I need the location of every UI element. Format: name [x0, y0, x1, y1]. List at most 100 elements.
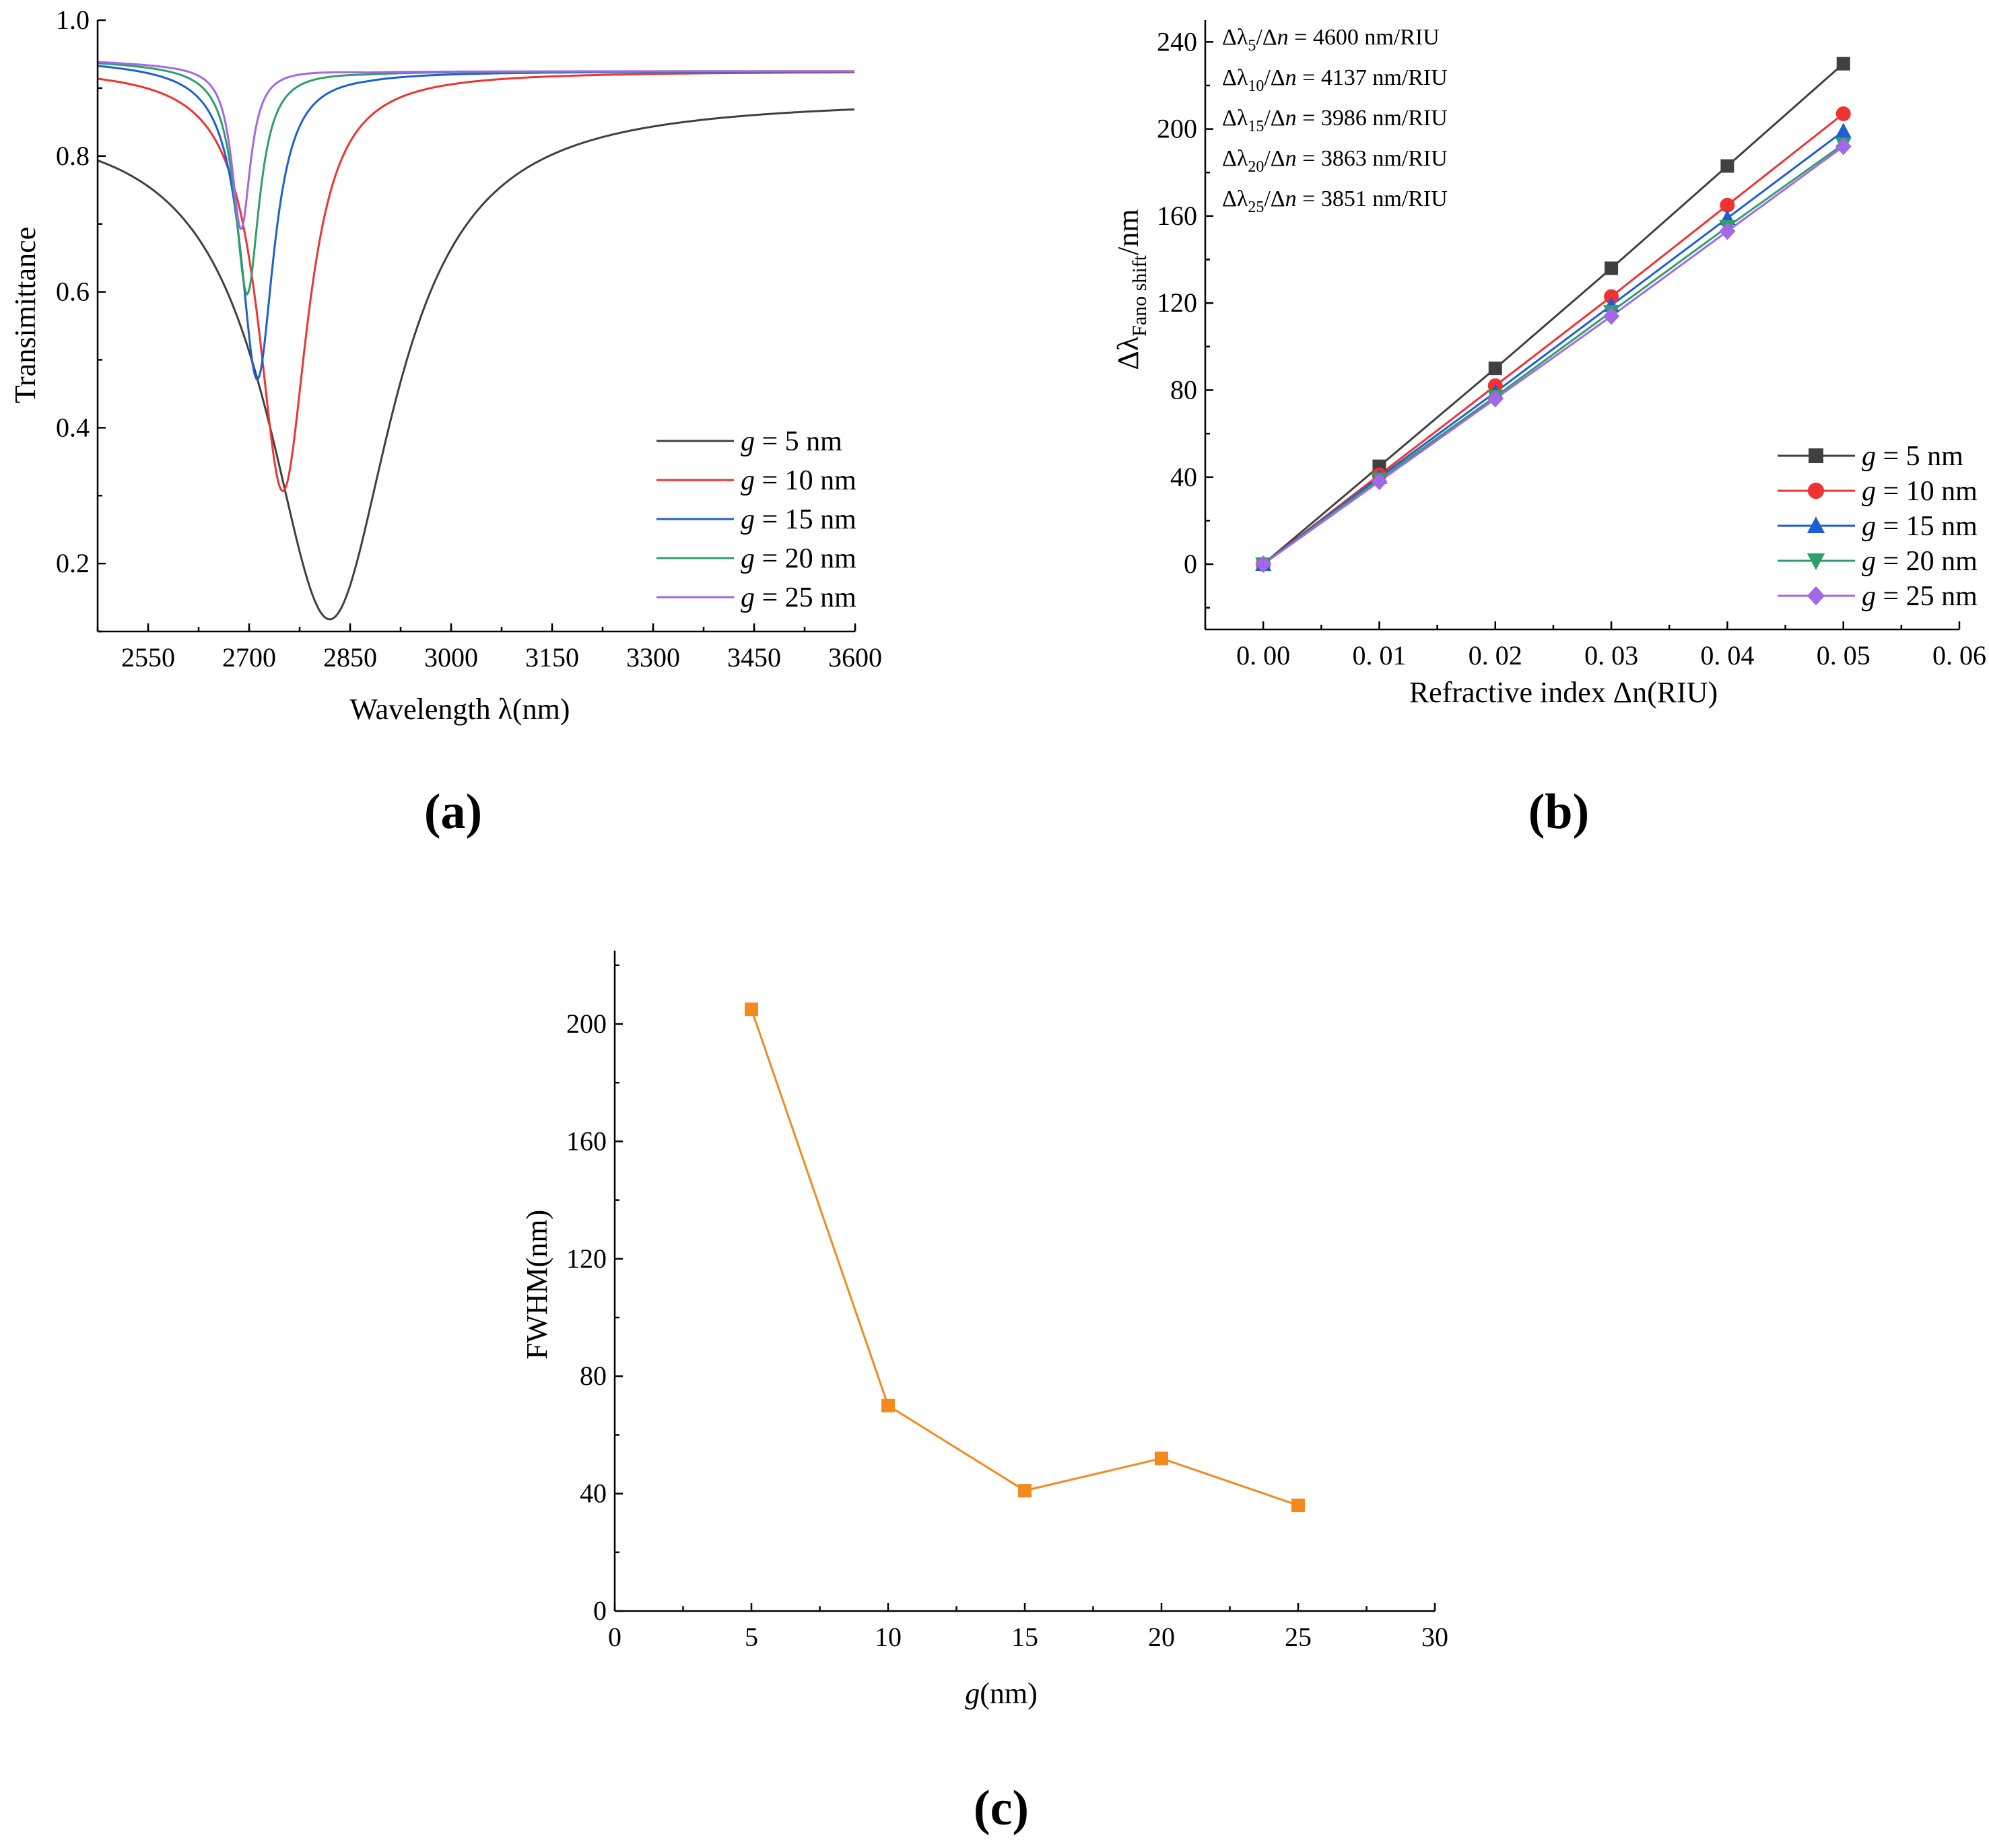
legend-g-value: = 10 nm: [1876, 476, 1978, 507]
chart-a-y-tick-label: 0.8: [56, 141, 90, 171]
chart-c-y-tick-label: 80: [580, 1361, 607, 1391]
chart-b-y-tick-label: 160: [1157, 201, 1197, 231]
annotation-part: Δλ: [1222, 146, 1248, 171]
chart-b-series-line-1: [1262, 63, 1844, 566]
chart-c-x-axis-label: g(nm): [965, 1677, 1038, 1710]
chart-a-x-tick-label: 3600: [828, 642, 882, 673]
chart-b-y-tick-label: 240: [1157, 26, 1197, 57]
chart-c-series-line: [750, 1008, 1299, 1507]
chart-a-y-tick-label: 0.6: [56, 277, 90, 307]
chart-b-legend-item-1-label: g = 5 nm: [1862, 441, 1963, 472]
chart-a-series-line-2: [97, 71, 854, 492]
chart-b-y-tick-label: 40: [1170, 462, 1197, 492]
chart-a-x-tick-label: 3300: [626, 642, 680, 673]
chart-b-point-s2-6: [1835, 106, 1851, 121]
chart-b-point-s5-1: [1255, 555, 1272, 574]
chart-b-legend-item-1-marker: [1809, 448, 1823, 463]
chart-a-y-tick-label: 1.0: [56, 5, 90, 35]
legend-g-symbol: g: [741, 504, 755, 535]
chart-b-x-axis-label: Refractive index Δn(RIU): [1409, 676, 1718, 709]
legend-g-symbol: g: [1862, 441, 1876, 472]
chart-a-legend-item-3-label: g = 15 nm: [741, 504, 856, 535]
chart-a-axes: 2550 2700 2850 3000 3150 3300 3450 3600 0.2 0.4 0.…: [56, 5, 882, 673]
chart-b-y-axis-label-suffix: /nm: [1112, 209, 1145, 255]
chart-b-y-tick-label: 0: [1184, 549, 1197, 579]
chart-a-y-tick-label: 0.2: [56, 548, 90, 578]
legend-g-value: = 25 nm: [755, 582, 856, 613]
legend-g-symbol: g: [1862, 476, 1876, 507]
annotation-part: Δλ: [1222, 25, 1248, 50]
chart-a-legend-item-4-label: g = 20 nm: [741, 543, 856, 574]
chart-b-point-s1-6: [1836, 57, 1850, 71]
annotation-part: = 4137 nm/RIU: [1297, 65, 1448, 90]
chart-a-legend-item-2-label: g = 10 nm: [741, 465, 856, 496]
chart-a-panel-label: (a): [424, 784, 482, 840]
legend-g-value: = 10 nm: [755, 465, 856, 496]
chart-b-y-tick-label: 200: [1157, 114, 1197, 144]
annotation-part: /Δ: [1264, 146, 1285, 171]
annotation-part: /Δ: [1264, 186, 1285, 211]
annotation-part: n: [1277, 25, 1289, 50]
chart-c-y-tick-label: 160: [566, 1126, 607, 1156]
chart-b-point-s1-3: [1488, 362, 1502, 376]
chart-a-series-line-3: [97, 65, 854, 380]
legend-g-symbol: g: [741, 465, 755, 496]
legend-g-value: = 15 nm: [755, 504, 856, 535]
annotation-part: Δλ: [1222, 65, 1248, 90]
chart-c-point-1: [745, 1002, 758, 1017]
chart-a-x-tick-label: 3150: [525, 642, 579, 673]
annotation-part: 25: [1248, 199, 1264, 216]
chart-a: 2550 2700 2850 3000 3150 3300 3450 3600 0.2 0.4 0.…: [9, 5, 882, 840]
chart-b-sensitivity-annotation-4: Δλ20/Δn = 3863 nm/RIU: [1222, 146, 1448, 176]
chart-b-y-tick-label: 80: [1170, 374, 1197, 405]
chart-a-legend-item-1-label: g = 5 nm: [741, 426, 842, 457]
legend-g-symbol: g: [741, 426, 755, 457]
chart-a-x-tick-label: 2700: [222, 642, 276, 673]
chart-b-x-tick-label: 0. 01: [1352, 640, 1406, 671]
annotation-part: 20: [1248, 158, 1264, 176]
chart-b-legend: g = 5 nmg = 10 nmg = 15 nmg = 20 nmg = 2…: [1778, 441, 1978, 612]
chart-b-legend-item-4-marker: [1807, 553, 1825, 570]
chart-a-x-axis-label: Wavelength λ(nm): [350, 693, 570, 726]
chart-b-point-s5-4: [1603, 307, 1620, 325]
chart-c-y-tick-label: 40: [580, 1478, 607, 1509]
annotation-part: n: [1285, 106, 1297, 131]
chart-b-y-axis-label-prefix: Δλ: [1112, 336, 1145, 370]
chart-a-x-tick-label: 3000: [424, 642, 478, 673]
chart-c-x-tick-label: 20: [1148, 1622, 1175, 1652]
annotation-part: 10: [1248, 77, 1264, 95]
annotation-part: 15: [1248, 118, 1264, 135]
chart-b-y-axis-label: ΔλFano shift/nm: [1112, 209, 1151, 370]
chart-b-x-tick-label: 0. 03: [1584, 640, 1638, 671]
annotation-part: n: [1285, 186, 1297, 211]
chart-b-legend-item-5-marker: [1807, 586, 1825, 606]
chart-b-legend-item-3-marker: [1807, 516, 1825, 533]
chart-c-y-tick-label: 0: [593, 1596, 607, 1626]
legend-g-value: = 15 nm: [1876, 511, 1978, 542]
chart-b: 0. 00 0. 01 0. 02 0. 03 0. 04 0. 05 0. 06 0 40 80…: [1112, 20, 1986, 840]
chart-b-point-s1-4: [1605, 261, 1619, 275]
annotation-part: n: [1285, 65, 1297, 90]
annotation-part: n: [1285, 146, 1297, 171]
chart-b-legend-item-3-label: g = 15 nm: [1862, 511, 1978, 542]
chart-b-sensitivity-annotation-2: Δλ10/Δn = 4137 nm/RIU: [1222, 65, 1448, 95]
chart-b-x-tick-label: 0. 00: [1236, 640, 1290, 671]
chart-c-x-tick-label: 30: [1421, 1622, 1448, 1652]
chart-b-point-s3-6: [1835, 123, 1852, 138]
annotation-part: Δλ: [1222, 106, 1248, 131]
chart-c-x-axis-label-g: g: [965, 1677, 980, 1710]
chart-b-x-tick-label: 0. 04: [1700, 640, 1754, 671]
chart-a-y-tick-label: 0.4: [56, 412, 90, 442]
chart-b-point-s2-5: [1720, 197, 1735, 213]
chart-b-point-s5-3: [1487, 390, 1504, 408]
chart-c-x-axis-label-rest: (nm): [980, 1677, 1038, 1710]
chart-b-legend-item-4-label: g = 20 nm: [1862, 546, 1978, 577]
chart-b-point-s5-6: [1835, 137, 1852, 156]
legend-g-symbol: g: [741, 582, 755, 613]
chart-a-legend-item-5-label: g = 25 nm: [741, 582, 856, 613]
chart-a-x-tick-label: 2850: [323, 642, 377, 673]
chart-c-point-4: [1155, 1451, 1168, 1466]
chart-b-series-line-4: [1262, 143, 1844, 566]
chart-b-panel-label: (b): [1528, 784, 1589, 840]
chart-b-series-line-2: [1262, 112, 1844, 566]
